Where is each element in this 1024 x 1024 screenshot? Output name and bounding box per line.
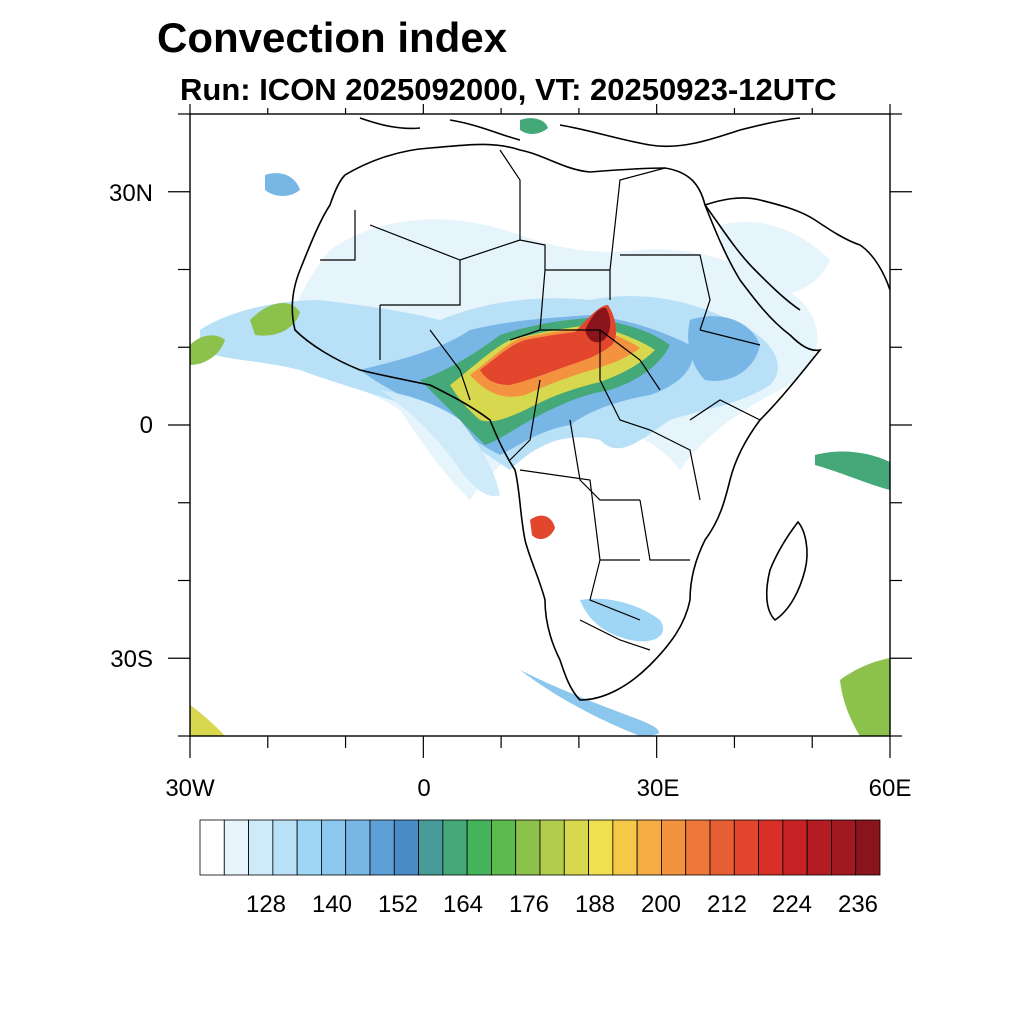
europe-coastline: [359, 117, 801, 148]
colorbar-swatch: [661, 819, 687, 876]
colorbar-tick-label: 140: [312, 891, 352, 918]
field-cell-senegal: [250, 302, 300, 336]
convection-field: [190, 118, 890, 736]
chart-title: Convection index: [157, 14, 508, 61]
colorbar-tick-label: 128: [246, 891, 286, 918]
colorbar-tick-label: 188: [575, 891, 615, 918]
lon-label-0: 0: [417, 775, 430, 802]
lat-label-30n: 30N: [109, 180, 153, 207]
colorbar-swatch: [442, 819, 468, 876]
field-cell-atlantic: [190, 335, 225, 365]
field-cell-arabia: [720, 221, 830, 296]
lon-label-30e: 30E: [637, 775, 680, 802]
colorbar-swatch: [491, 819, 517, 876]
colorbar-labels: 128 140 152 164 176 188 200 212 224 236: [246, 891, 878, 918]
colorbar-swatch: [612, 819, 638, 876]
field-cell-ethiopia: [688, 316, 760, 381]
colorbar-swatch: [758, 819, 784, 876]
field-band-southern-ocean: [520, 670, 659, 736]
lon-label-30w: 30W: [165, 775, 215, 802]
colorbar-swatch: [418, 819, 444, 876]
colorbar-swatch: [563, 819, 589, 876]
country-borders: [320, 149, 761, 651]
axis-ticks: [168, 104, 912, 758]
colorbar-tick-label: 224: [772, 891, 812, 918]
colorbar: [199, 819, 881, 876]
colorbar-tick-label: 176: [509, 891, 549, 918]
field-layer-red: [480, 305, 617, 385]
colorbar-swatch: [223, 819, 249, 876]
colorbar-swatch: [855, 819, 881, 876]
lon-label-60e: 60E: [869, 775, 912, 802]
colorbar-swatch: [248, 819, 274, 876]
colorbar-tick-label: 152: [378, 891, 418, 918]
colorbar-swatch: [393, 819, 419, 876]
field-cell-indian: [815, 451, 890, 490]
lat-label-30s: 30S: [110, 646, 153, 673]
colorbar-swatch: [733, 819, 759, 876]
colorbar-swatch: [296, 819, 322, 876]
run-valid-time: Run: ICON 2025092000, VT: 20250923-12UTC: [180, 72, 837, 107]
colorbar-swatch: [466, 819, 492, 876]
colorbar-swatch: [199, 819, 225, 876]
field-cell-mediterranean: [520, 118, 548, 134]
field-plume-atlantic: [380, 390, 500, 497]
field-band-south: [580, 598, 664, 642]
colorbar-swatch: [709, 819, 735, 876]
madagascar-coastline: [765, 520, 808, 622]
colorbar-tick-label: 236: [838, 891, 878, 918]
colorbar-tick-label: 200: [641, 891, 681, 918]
colorbar-swatch: [831, 819, 857, 876]
colorbar-swatch: [782, 819, 808, 876]
colorbar-tick-label: 212: [707, 891, 747, 918]
colorbar-tick-label: 164: [443, 891, 483, 918]
colorbar-swatch: [539, 819, 565, 876]
field-cell-angola: [530, 515, 555, 540]
colorbar-swatch: [806, 819, 832, 876]
colorbar-swatch: [369, 819, 395, 876]
colorbar-swatch: [345, 819, 371, 876]
colorbar-swatch: [272, 819, 298, 876]
colorbar-swatch: [588, 819, 614, 876]
arabia-coastline: [704, 197, 890, 311]
coastlines: [291, 117, 890, 701]
field-cell-southwest: [190, 705, 225, 736]
colorbar-swatch: [321, 819, 347, 876]
colorbar-swatch: [685, 819, 711, 876]
colorbar-swatch: [636, 819, 662, 876]
field-cell-canary: [265, 173, 300, 196]
field-cell-southeast: [840, 658, 890, 736]
colorbar-swatch: [515, 819, 541, 876]
lat-label-0: 0: [140, 412, 153, 439]
